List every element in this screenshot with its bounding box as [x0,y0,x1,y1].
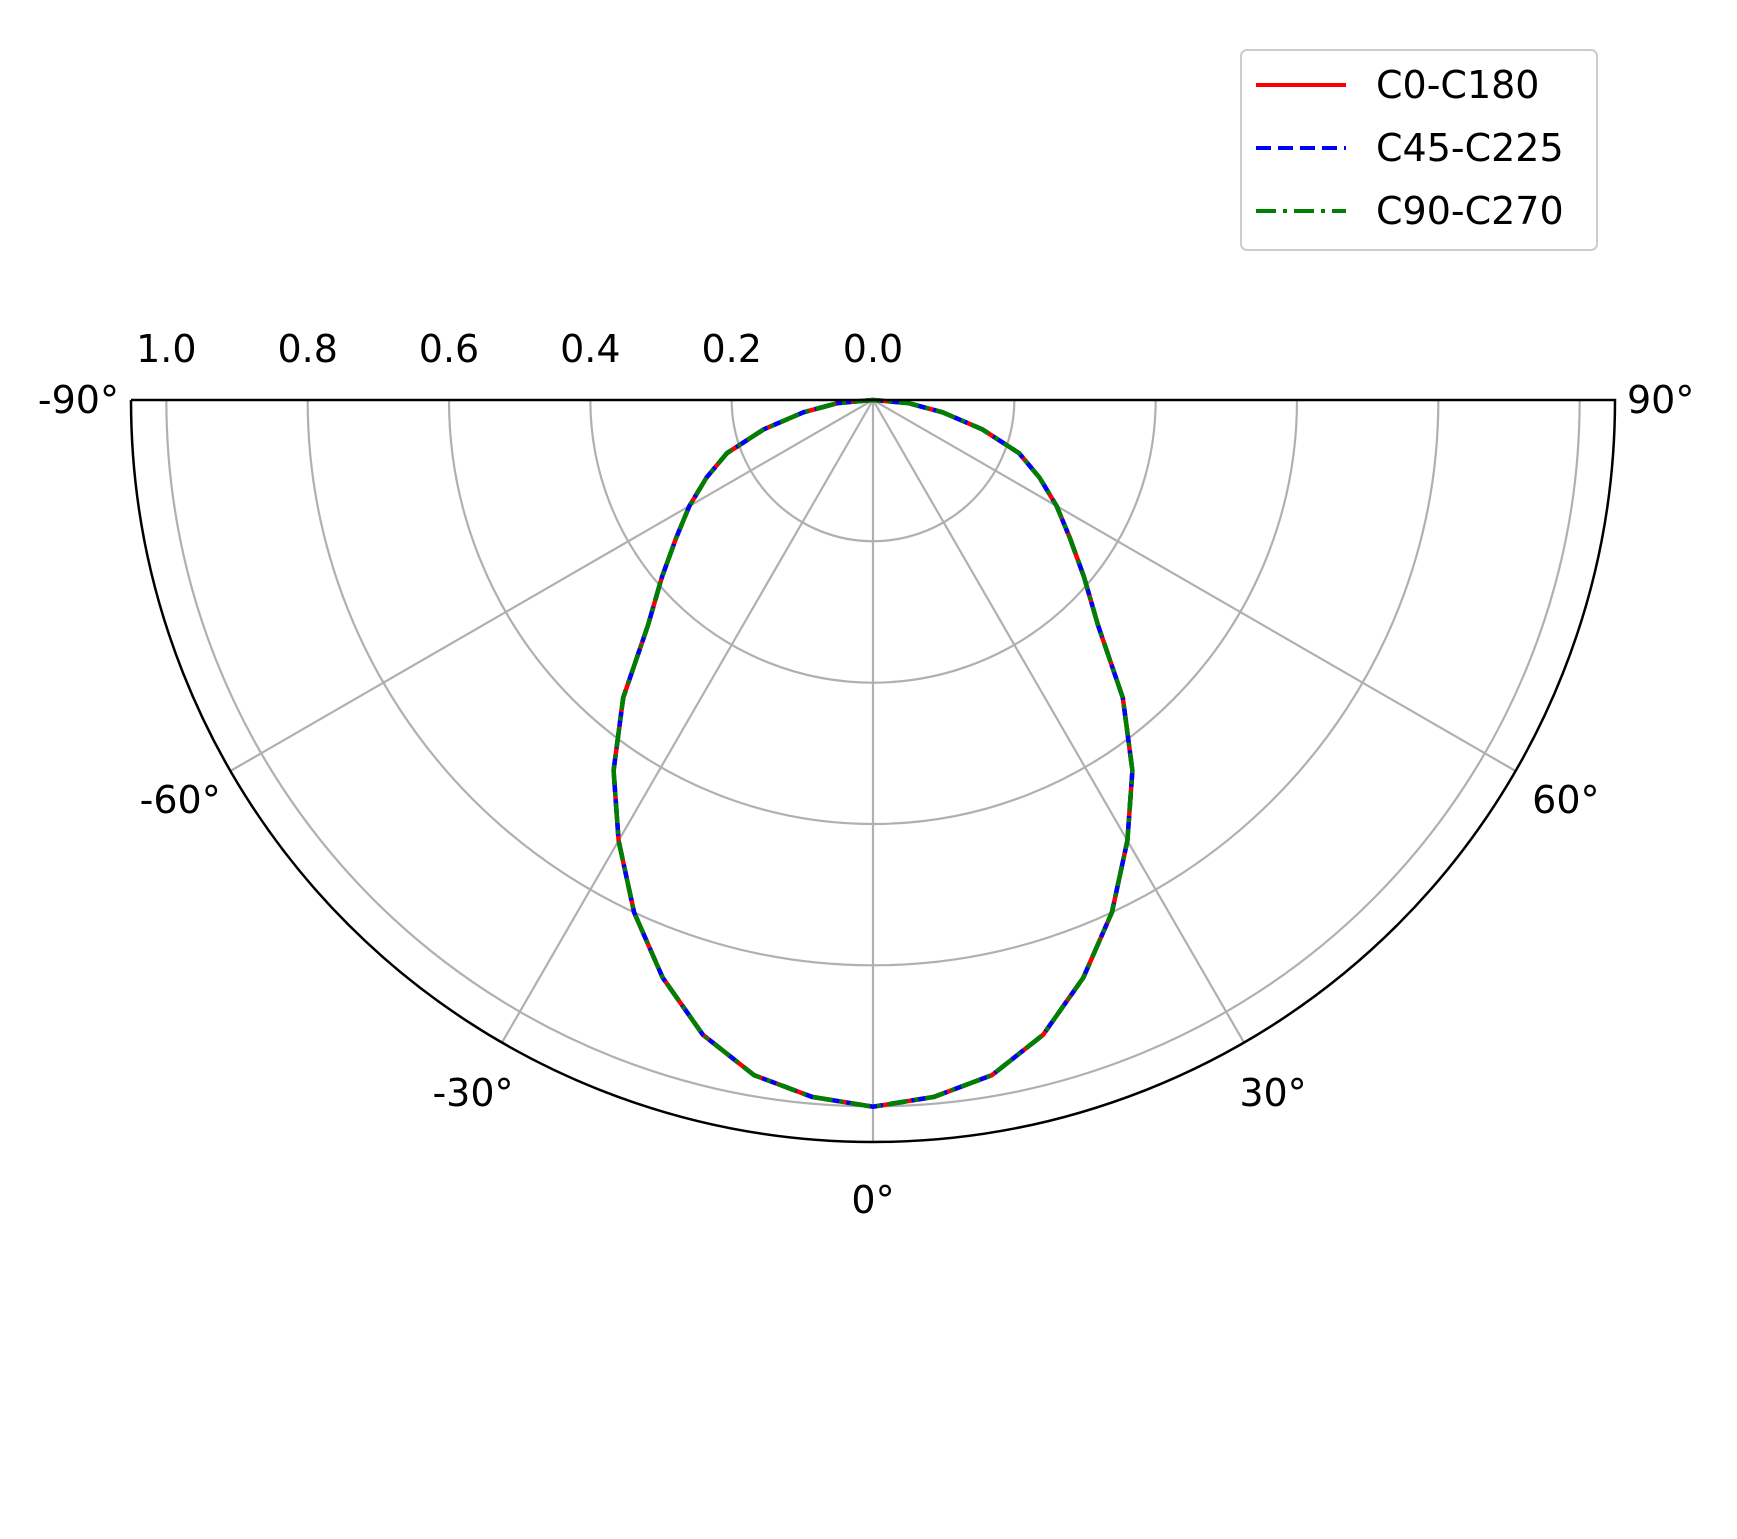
grid-spoke [501,399,874,1044]
grid [165,399,1581,1142]
grid-spoke [229,399,874,772]
r-tick-label: 0.2 [701,327,761,371]
series-group [611,397,1135,1109]
theta-tick-label: 30° [1239,1071,1306,1115]
legend: C0-C180 C45-C225 C90-C270 [1240,49,1598,251]
r-tick-label: 1.0 [136,327,196,371]
legend-label-c0-c180: C0-C180 [1376,63,1540,107]
grid-spoke [872,399,1517,772]
legend-label-c90-c270: C90-C270 [1376,189,1564,233]
polar-frame [129,398,1617,1144]
tick-labels: 0.0 0.2 0.4 0.6 0.8 1.0 -90° -60° -30° 0° 30° 60° 90… [38,327,1694,1222]
grid-spoke [872,399,1245,1044]
plot-frame [129,398,1617,1144]
theta-tick-label: 0° [851,1178,894,1222]
legend-label-c45-c225: C45-C225 [1376,126,1564,170]
r-tick-label: 0.8 [277,327,337,371]
theta-tick-label: -60° [140,778,221,822]
legend-box [1240,49,1598,251]
theta-tick-label: 90° [1627,378,1694,422]
r-tick-label: 0.4 [560,327,620,371]
theta-tick-label: -90° [38,378,119,422]
series-line-c90-c270 [611,397,1135,1109]
theta-tick-label: 60° [1532,778,1599,822]
theta-tick-label: -30° [432,1071,513,1115]
r-tick-label: 0.6 [419,327,479,371]
r-tick-label: 0.0 [843,327,903,371]
